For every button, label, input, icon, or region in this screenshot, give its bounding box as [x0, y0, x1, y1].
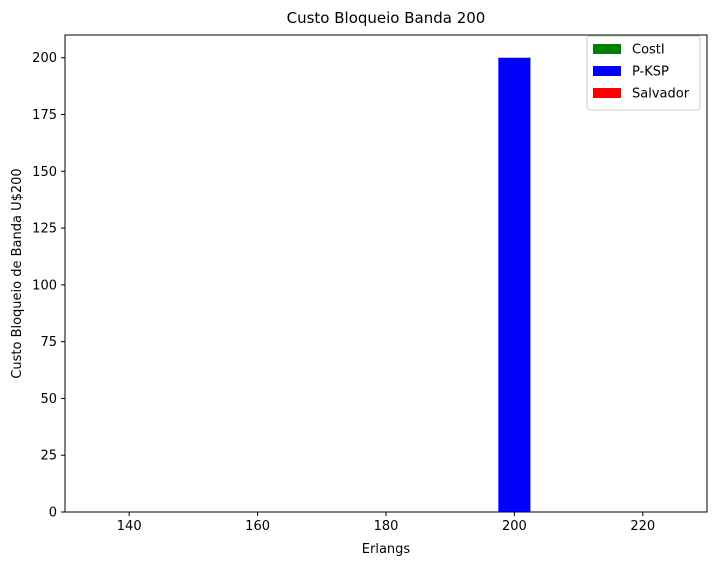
legend-swatch — [593, 66, 621, 76]
legend-label: CostI — [632, 43, 665, 58]
y-axis-label: Custo Bloqueio de Banda U$200 — [10, 168, 25, 378]
x-tick-label: 220 — [630, 519, 655, 534]
x-tick-label: 140 — [117, 519, 142, 534]
y-tick-label: 25 — [40, 449, 57, 464]
legend-swatch — [593, 44, 621, 54]
y-tick-label: 0 — [49, 506, 57, 521]
legend-swatch — [593, 88, 621, 98]
y-tick-label: 50 — [40, 392, 57, 407]
chart-title: Custo Bloqueio Banda 200 — [287, 9, 486, 27]
y-tick-label: 150 — [32, 165, 57, 180]
plot-area — [498, 57, 531, 512]
bar-p-ksp — [498, 57, 531, 512]
y-tick-label: 100 — [32, 278, 57, 293]
y-tick-label: 75 — [40, 335, 57, 350]
y-tick-label: 175 — [32, 108, 57, 123]
x-tick-label: 180 — [374, 519, 399, 534]
legend: CostI P-KSP Salvador — [586, 35, 701, 111]
legend-label: P-KSP — [632, 65, 669, 80]
y-tick-label: 200 — [32, 51, 57, 66]
y-axis: 0 25 50 75 100 125 150 175 200 — [32, 51, 65, 521]
legend-label: Salvador — [632, 87, 690, 102]
x-axis: 140 160 180 200 220 — [117, 512, 655, 534]
x-axis-label: Erlangs — [362, 542, 411, 557]
y-tick-label: 125 — [32, 222, 57, 237]
x-tick-label: 160 — [245, 519, 270, 534]
x-tick-label: 200 — [502, 519, 527, 534]
